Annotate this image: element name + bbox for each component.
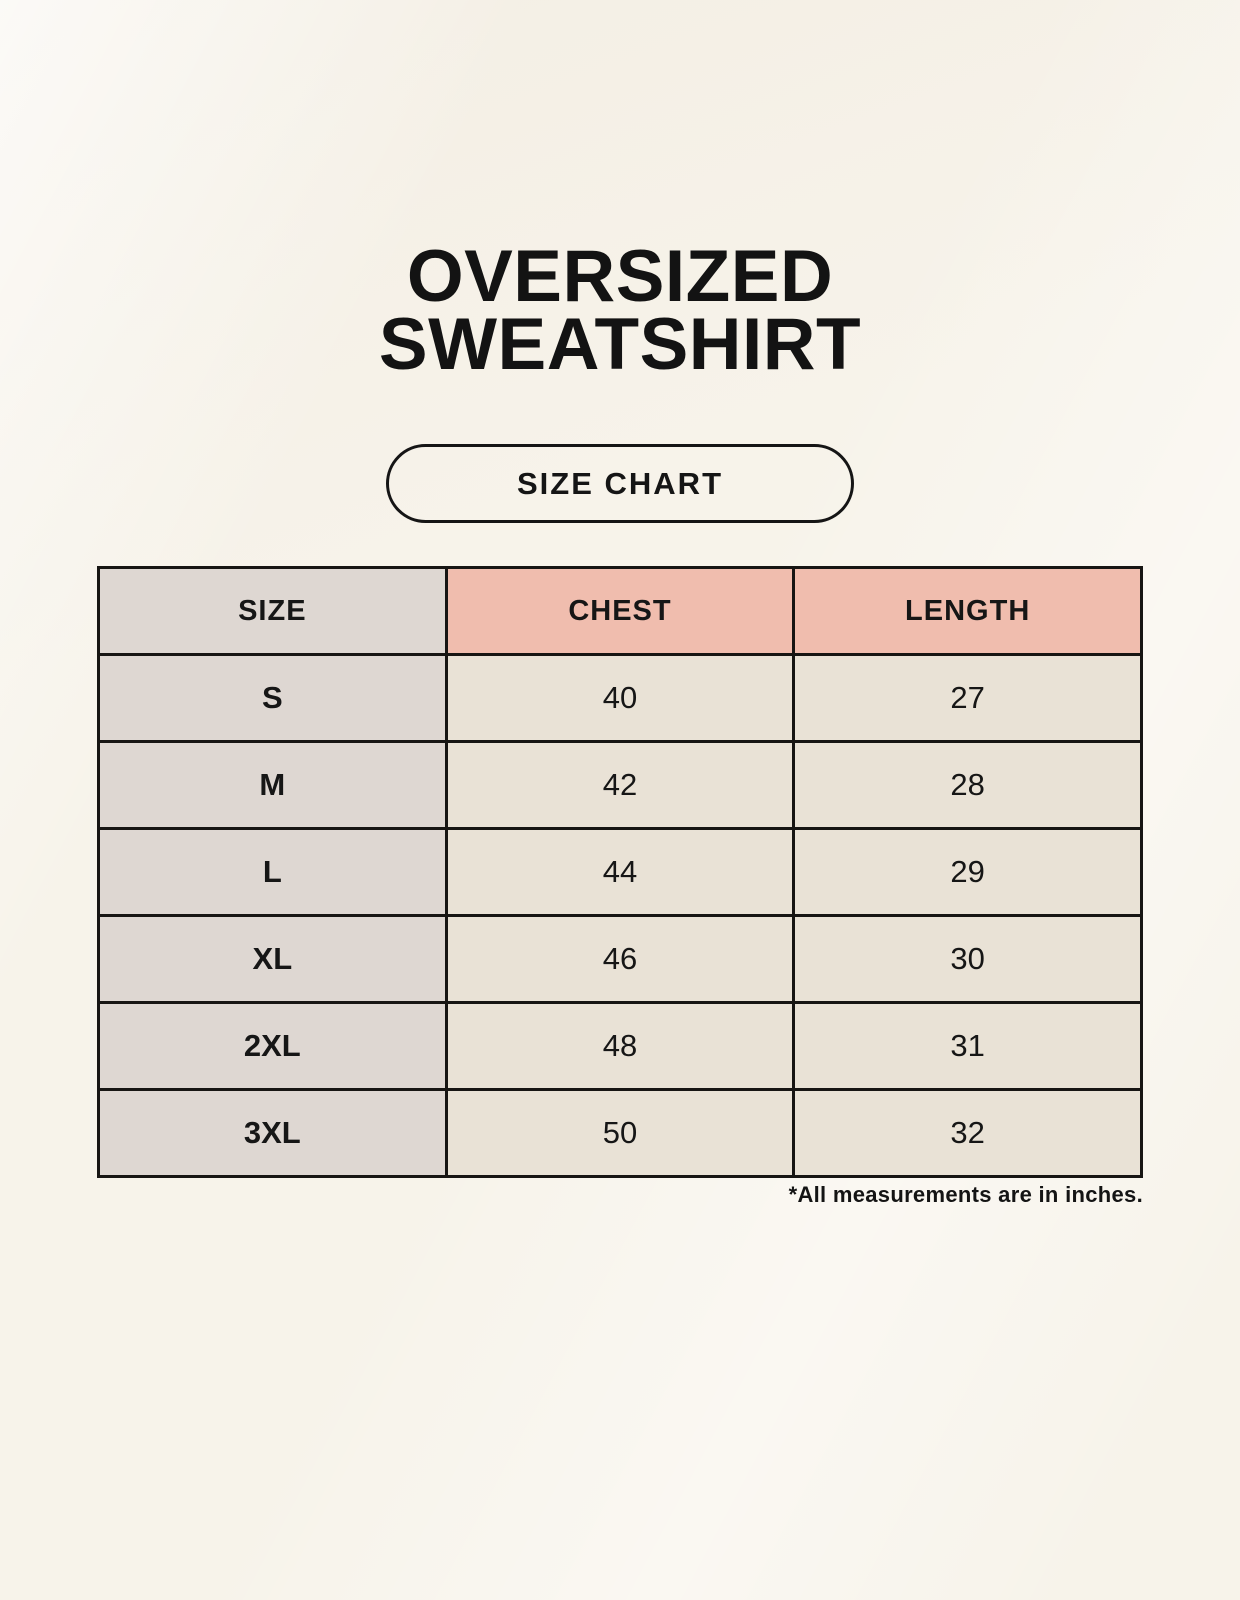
table-row: XL 46 30	[97, 914, 1143, 1004]
value-cell: 44	[444, 827, 796, 917]
size-cell: L	[97, 827, 448, 917]
size-chart-badge[interactable]: SIZE CHART	[386, 444, 854, 523]
table-row: 2XL 48 31	[97, 1001, 1143, 1091]
table-row: M 42 28	[97, 740, 1143, 830]
size-chart-table-head: SIZE CHEST LENGTH	[97, 566, 1143, 656]
table-row: L 44 29	[97, 827, 1143, 917]
page-title-line-2: SWEATSHIRT	[378, 304, 862, 385]
value-cell: 30	[792, 914, 1143, 1004]
value-cell: 42	[444, 740, 796, 830]
column-header-chest: CHEST	[444, 566, 796, 656]
value-cell: 50	[444, 1088, 796, 1178]
page-title-line-1: OVERSIZED	[406, 236, 834, 317]
size-chart-badge-label: SIZE CHART	[517, 465, 723, 501]
column-header-length: LENGTH	[792, 566, 1143, 656]
size-chart-table-body: S 40 27 M 42 28 L 44 29 XL 46 30 2XL 48 31 3XL 50 32	[97, 653, 1143, 1178]
value-cell: 32	[792, 1088, 1143, 1178]
size-chart-table: SIZE CHEST LENGTH S 40 27 M 42 28 L 44 29 XL 46 30 2XL…	[97, 566, 1143, 1178]
value-cell: 46	[444, 914, 796, 1004]
header-row: SIZE CHEST LENGTH	[97, 566, 1143, 656]
size-cell: XL	[97, 914, 448, 1004]
value-cell: 28	[792, 740, 1143, 830]
size-cell: S	[97, 653, 448, 743]
table-row: 3XL 50 32	[97, 1088, 1143, 1178]
table-row: S 40 27	[97, 653, 1143, 743]
measurements-footnote: *All measurements are in inches.	[788, 1182, 1143, 1207]
value-cell: 40	[444, 653, 796, 743]
column-header-size: SIZE	[97, 566, 448, 656]
value-cell: 27	[792, 653, 1143, 743]
size-cell: 3XL	[97, 1088, 448, 1178]
value-cell: 29	[792, 827, 1143, 917]
page-title: OVERSIZED SWEATSHIRT	[0, 236, 1240, 385]
size-cell: M	[97, 740, 448, 830]
value-cell: 48	[444, 1001, 796, 1091]
size-cell: 2XL	[97, 1001, 448, 1091]
value-cell: 31	[792, 1001, 1143, 1091]
